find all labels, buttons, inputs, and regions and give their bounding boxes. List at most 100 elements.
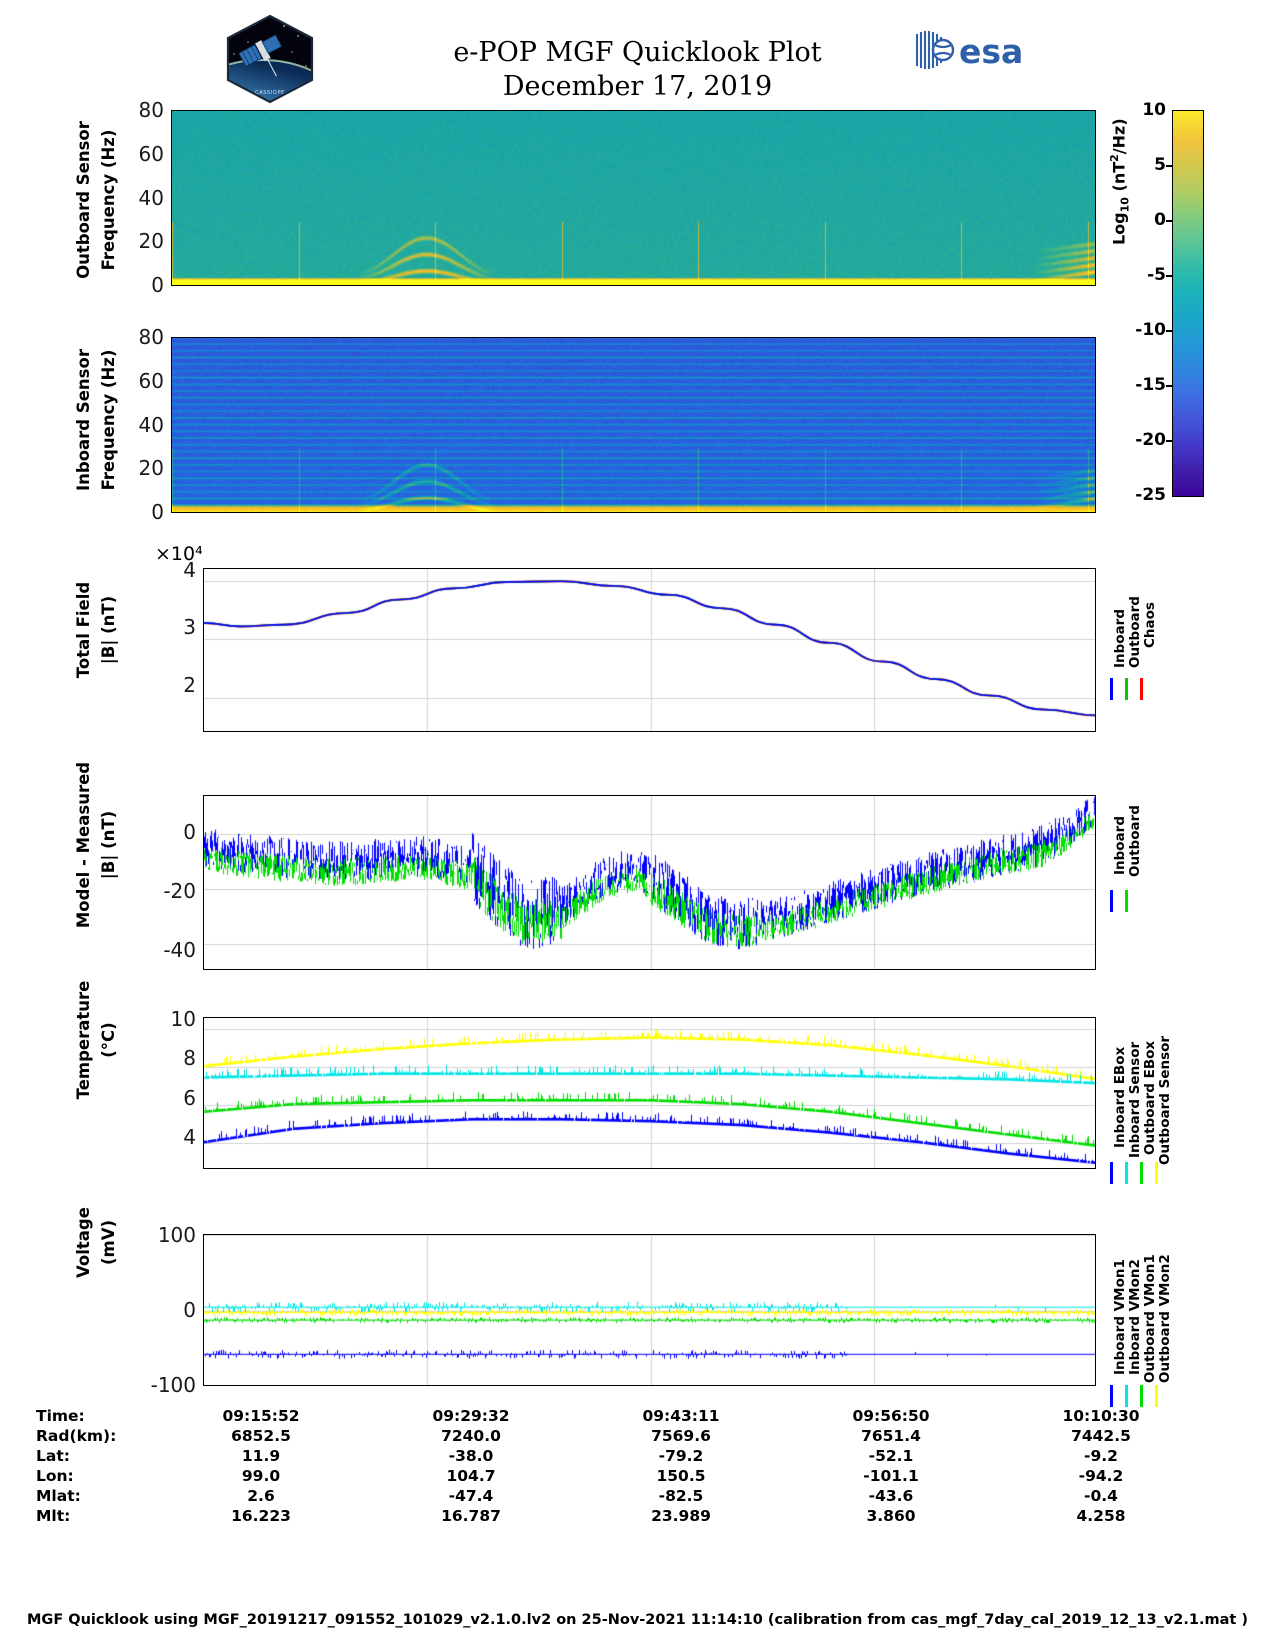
ephemeris-table: Time: 09:15:52 09:29:32 09:43:11 09:56:50 10:… [0, 1406, 1275, 1526]
table-cell: -0.4 [1084, 1487, 1118, 1505]
colorbar-tickmark [1166, 275, 1172, 277]
colorbar [1172, 110, 1204, 497]
ytick: -40 [163, 938, 196, 962]
total-field-yticks: 4 3 2 [140, 558, 196, 725]
table-cell: 11.9 [241, 1447, 281, 1465]
table-cell: 6852.5 [231, 1427, 291, 1445]
table-cell: -38.0 [448, 1447, 494, 1465]
temperature-ylabel-1: Temperature [74, 980, 93, 1100]
voltage-legend: Inboard VMon1 Inboard VMon2 Outboard VMo… [1100, 1240, 1180, 1410]
table-cell: -94.2 [1078, 1467, 1124, 1485]
voltage-yticks: 100 0 -100 [140, 1223, 196, 1397]
table-row-label: Lat: [36, 1447, 70, 1465]
legend-label: Inboard EBox [1112, 1046, 1128, 1148]
outboard-spectrogram-yticks: 80 60 40 20 0 [108, 98, 164, 297]
table-cell: -9.2 [1084, 1447, 1118, 1465]
table-row: Lat: 11.9 -38.0 -79.2 -52.1 -9.2 [0, 1446, 1206, 1466]
ytick: 2 [183, 673, 196, 697]
table-row: Lon: 99.0 104.7 150.5 -101.1 -94.2 [0, 1466, 1206, 1486]
legend-swatch-inboard [1110, 890, 1113, 912]
legend-swatch-outboard-sensor [1155, 1162, 1158, 1184]
table-cell: -43.6 [868, 1487, 914, 1505]
ytick: 100 [157, 1223, 196, 1247]
legend-swatch-inboard [1110, 678, 1113, 700]
table-row-label: Mlt: [36, 1507, 71, 1525]
colorbar-tick: -15 [1135, 375, 1166, 395]
ytick: 40 [138, 186, 164, 210]
colorbar-tickmark [1166, 165, 1172, 167]
table-row-label: Mlat: [36, 1487, 81, 1505]
voltage-ylabel-1: Voltage [74, 1207, 93, 1278]
table-cell: 3.860 [866, 1507, 916, 1525]
temperature-legend: Inboard EBox Inboard Sensor Outboard EBo… [1100, 1022, 1180, 1192]
table-row: Rad(km): 6852.5 7240.0 7569.6 7651.4 7442.5 [0, 1426, 1206, 1446]
table-cell: 7569.6 [651, 1427, 711, 1445]
table-cell: 16.223 [231, 1507, 291, 1525]
table-cell: 99.0 [241, 1467, 281, 1485]
legend-label: Outboard EBox [1142, 1040, 1158, 1155]
voltage-panel[interactable] [203, 1234, 1096, 1386]
ytick: 8 [183, 1046, 196, 1070]
table-row-label: Rad(km): [36, 1427, 117, 1445]
title-subtitle: December 17, 2019 [502, 71, 773, 102]
legend-label: Chaos [1142, 602, 1158, 648]
colorbar-tick: 10 [1142, 100, 1166, 120]
footer-text: MGF Quicklook using MGF_20191217_091552_… [26, 1612, 1248, 1628]
ytick: 0 [151, 500, 164, 524]
legend-label: Outboard VMon2 [1157, 1254, 1173, 1383]
table-row: Time: 09:15:52 09:29:32 09:43:11 09:56:50 10:… [0, 1406, 1206, 1426]
table-cell: 7240.0 [441, 1427, 501, 1445]
svg-text:esa: esa [959, 32, 1023, 71]
legend-label: Outboard Sensor [1157, 1035, 1173, 1165]
svg-text:CASSIOPE: CASSIOPE [255, 90, 285, 96]
inboard-spectrogram-ylabel-1: Inboard Sensor [74, 349, 93, 491]
table-cell: 16.787 [441, 1507, 501, 1525]
ytick: 4 [183, 558, 196, 582]
ytick: 6 [183, 1086, 196, 1110]
legend-swatch-inboard-vmon1 [1110, 1385, 1113, 1407]
model-measured-ylabel-2: |B| (nT) [99, 810, 118, 880]
total-field-legend: Inboard Outboard Chaos [1100, 560, 1160, 710]
table-cell: 23.989 [651, 1507, 711, 1525]
ytick: -20 [163, 879, 196, 903]
table-cell: -79.2 [658, 1447, 704, 1465]
model-measured-yticks: 0 -20 -40 [140, 820, 196, 962]
table-row-label: Lon: [36, 1467, 74, 1485]
legend-swatch-outboard-vmon2 [1155, 1385, 1158, 1407]
table-row: Mlat: 2.6 -47.4 -82.5 -43.6 -0.4 [0, 1486, 1206, 1506]
temperature-panel[interactable] [203, 1017, 1096, 1169]
legend-swatch-outboard-vmon1 [1140, 1385, 1143, 1407]
table-cell: 7442.5 [1071, 1427, 1131, 1445]
table-cell: 09:15:52 [222, 1407, 300, 1425]
table-cell: 7651.4 [861, 1427, 921, 1445]
esa-logo-icon: esa [913, 28, 1043, 72]
legend-label: Outboard [1127, 596, 1143, 668]
model-measured-ylabel-1: Model - Measured [74, 761, 93, 929]
legend-label: Outboard [1127, 805, 1143, 877]
ytick: 0 [151, 273, 164, 297]
ytick: 60 [138, 142, 164, 166]
inboard-spectrogram-panel[interactable] [171, 337, 1096, 513]
outboard-spectrogram-panel[interactable] [171, 110, 1096, 286]
inboard-spectrogram-yticks: 80 60 40 20 0 [108, 325, 164, 524]
colorbar-tick: 0 [1154, 210, 1166, 230]
model-measured-legend: Inboard Outboard [1100, 805, 1150, 955]
colorbar-tick: 5 [1154, 155, 1166, 175]
total-field-panel[interactable] [203, 568, 1096, 732]
table-cell: 104.7 [446, 1467, 496, 1485]
model-measured-panel[interactable] [203, 795, 1096, 970]
voltage-ylabel-2: (mV) [99, 1219, 118, 1266]
ytick: 20 [138, 229, 164, 253]
legend-label: Inboard VMon2 [1127, 1259, 1143, 1375]
table-cell: -101.1 [863, 1467, 919, 1485]
table-cell: -82.5 [658, 1487, 704, 1505]
table-cell: -47.4 [448, 1487, 494, 1505]
table-cell: 10:10:30 [1062, 1407, 1140, 1425]
legend-swatch-outboard [1125, 890, 1128, 912]
colorbar-tick: -25 [1135, 485, 1166, 505]
legend-label: Inboard [1112, 608, 1128, 668]
colorbar-tickmark [1166, 330, 1172, 332]
ytick: 60 [138, 369, 164, 393]
temperature-yticks: 10 8 6 4 [140, 1007, 196, 1149]
legend-swatch-inboard-ebox [1110, 1162, 1113, 1184]
